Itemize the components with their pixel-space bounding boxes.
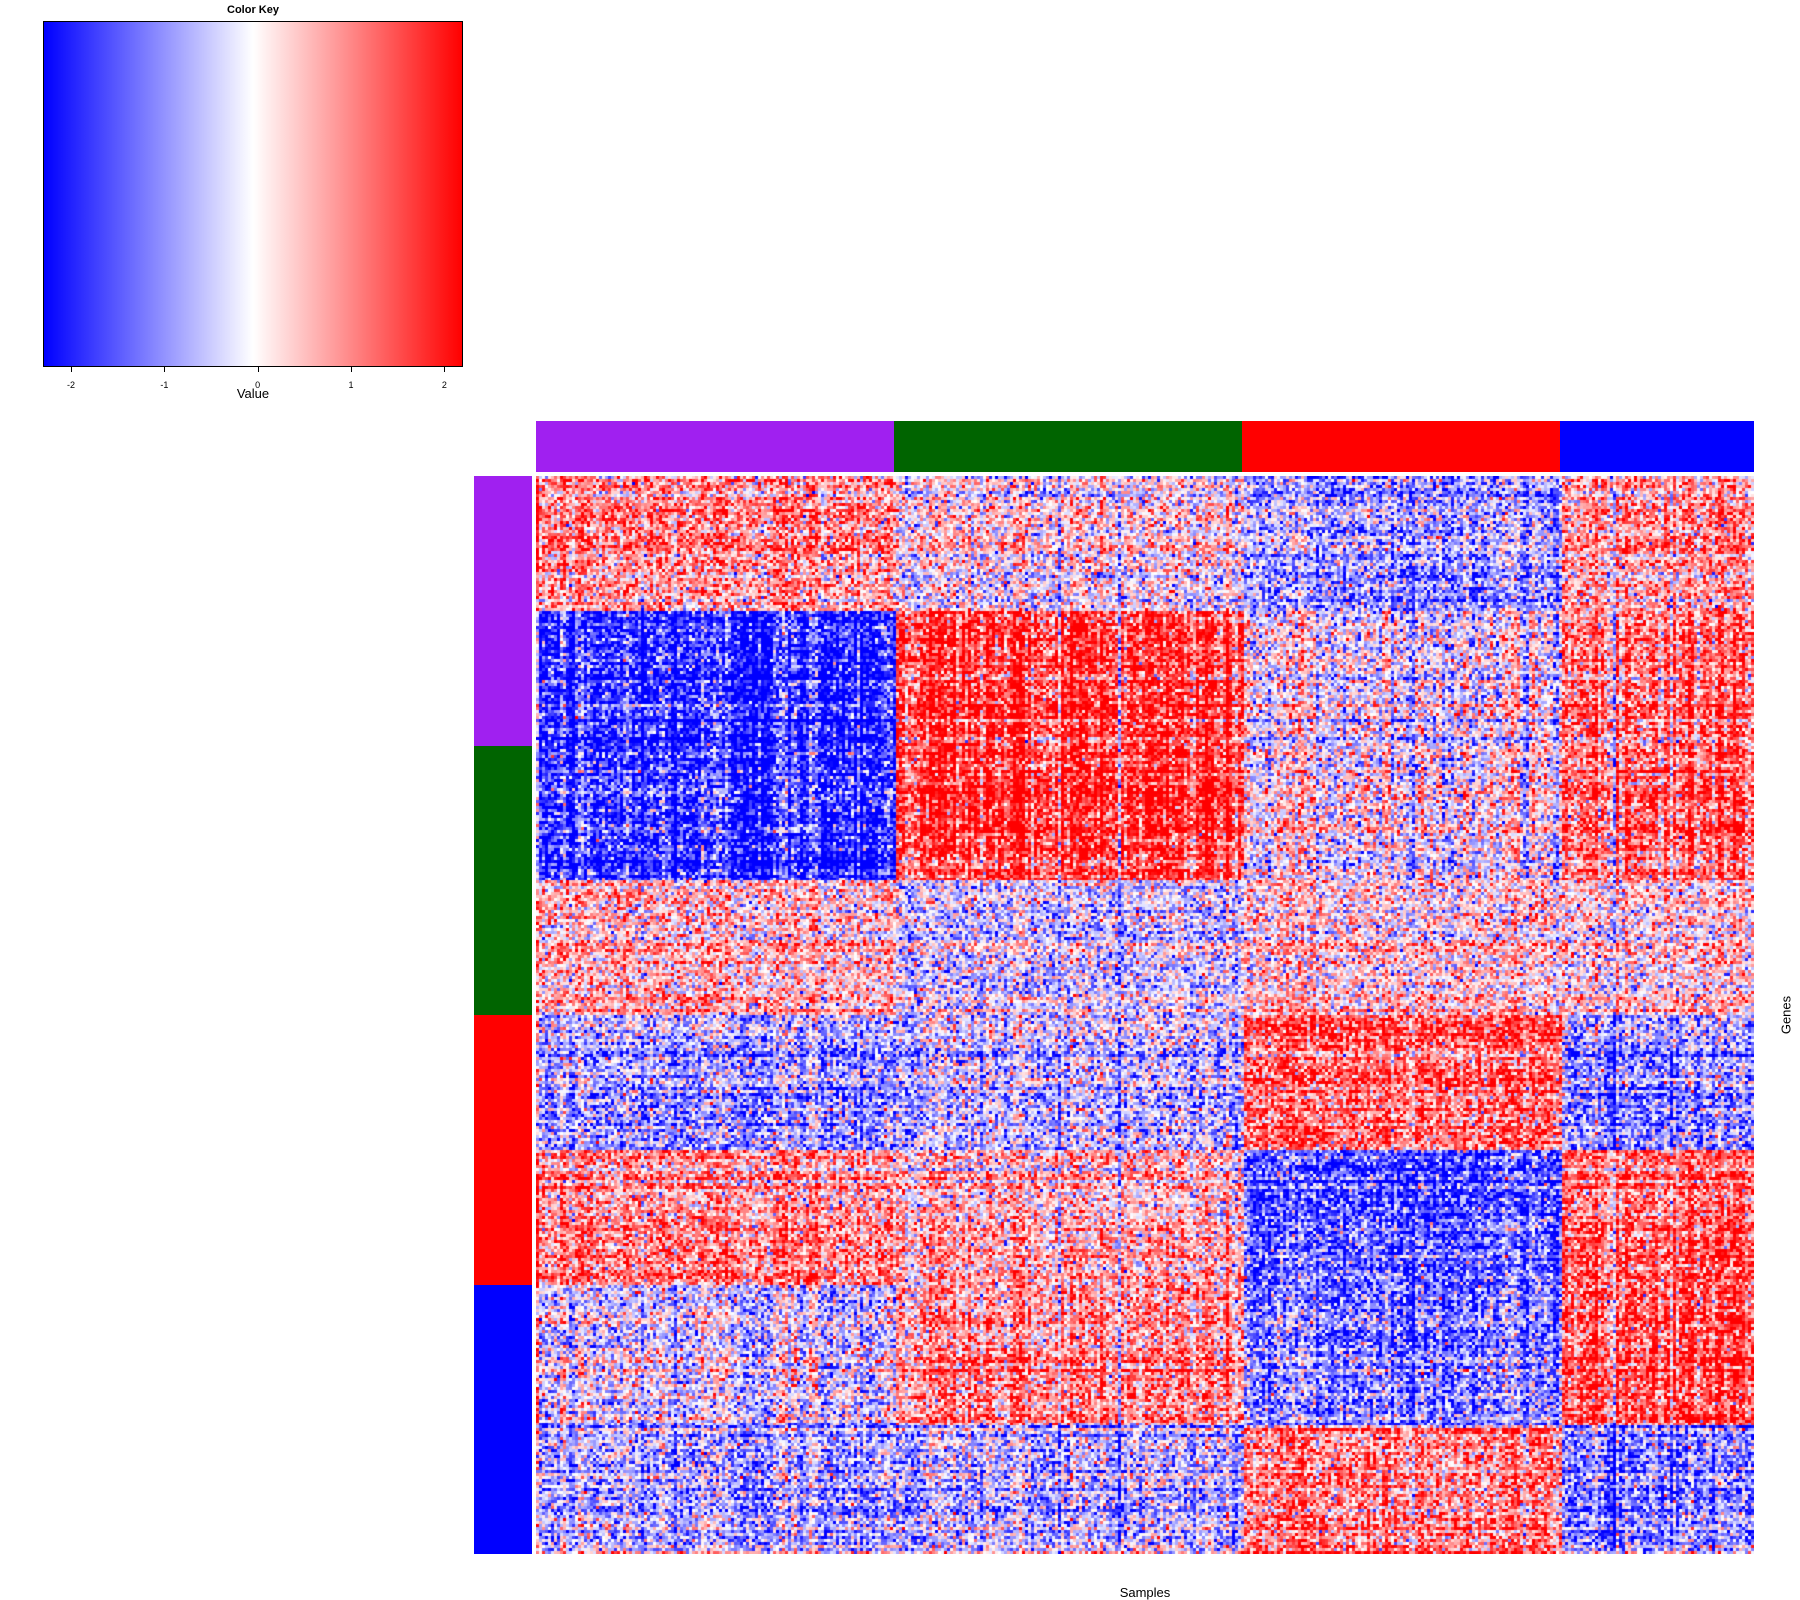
y-axis-label: Genes	[1778, 995, 1794, 1035]
column-group-3	[1242, 421, 1560, 472]
color-key-tick-label: -1	[160, 380, 169, 390]
color-key-tick	[444, 367, 446, 372]
row-group-4	[474, 1285, 532, 1554]
color-key-title: Color Key	[227, 4, 279, 16]
column-group-1	[536, 421, 894, 472]
color-key-tick	[164, 367, 166, 372]
column-group-2	[894, 421, 1242, 472]
row-group-2	[474, 746, 532, 1015]
color-key-xlabel: Value	[236, 386, 270, 401]
color-key-axis: -2 -1 0 1 2	[43, 367, 463, 390]
color-key-tick	[351, 367, 352, 372]
color-key-tick-label: 1	[348, 380, 354, 390]
color-key-tick	[71, 367, 72, 372]
color-key-tick-label: -2	[66, 380, 76, 390]
color-key-tick	[257, 367, 259, 372]
column-group-4	[1560, 421, 1754, 472]
color-key-gradient	[43, 21, 463, 367]
x-axis-label: Samples	[1119, 1585, 1171, 1600]
row-group-3	[474, 1015, 532, 1285]
color-key-tick-label: 2	[441, 380, 447, 390]
heatmap-cells	[536, 476, 1754, 1554]
color-key-tick-label: 0	[255, 380, 261, 390]
row-group-1	[474, 476, 532, 746]
